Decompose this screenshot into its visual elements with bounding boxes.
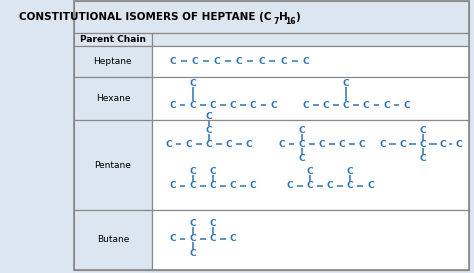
- Text: Parent Chain: Parent Chain: [80, 35, 146, 44]
- Text: C: C: [258, 57, 264, 66]
- Text: C: C: [250, 101, 256, 110]
- FancyBboxPatch shape: [73, 210, 152, 270]
- Text: Heptane: Heptane: [93, 57, 132, 66]
- FancyBboxPatch shape: [152, 210, 469, 270]
- Text: C: C: [206, 112, 212, 121]
- Text: C: C: [323, 101, 329, 110]
- Text: H: H: [279, 12, 287, 22]
- FancyBboxPatch shape: [152, 33, 469, 46]
- FancyBboxPatch shape: [73, 46, 152, 77]
- Text: C: C: [339, 140, 346, 149]
- Text: C: C: [191, 57, 198, 66]
- Text: C: C: [189, 249, 196, 258]
- Text: C: C: [347, 181, 354, 190]
- Text: C: C: [419, 154, 426, 163]
- Text: C: C: [270, 101, 277, 110]
- Text: C: C: [210, 219, 216, 228]
- Text: C: C: [226, 140, 232, 149]
- Text: Hexane: Hexane: [96, 94, 130, 103]
- Text: C: C: [299, 154, 305, 163]
- Text: 7: 7: [273, 17, 278, 26]
- Text: C: C: [250, 181, 256, 190]
- FancyBboxPatch shape: [152, 120, 469, 210]
- FancyBboxPatch shape: [73, 120, 152, 210]
- Text: C: C: [307, 181, 313, 190]
- Text: 16: 16: [285, 17, 296, 26]
- Text: C: C: [206, 126, 212, 135]
- Text: C: C: [165, 140, 172, 149]
- Text: Pentane: Pentane: [94, 161, 131, 170]
- Text: C: C: [327, 181, 333, 190]
- Text: C: C: [185, 140, 192, 149]
- Text: C: C: [230, 181, 237, 190]
- Text: C: C: [189, 79, 196, 88]
- Text: C: C: [169, 57, 176, 66]
- Text: C: C: [299, 140, 305, 149]
- Text: C: C: [280, 57, 287, 66]
- Text: C: C: [189, 167, 196, 176]
- FancyBboxPatch shape: [73, 33, 152, 46]
- Text: C: C: [379, 140, 386, 149]
- Text: C: C: [230, 101, 237, 110]
- Text: C: C: [246, 140, 253, 149]
- Text: C: C: [302, 57, 309, 66]
- Text: C: C: [299, 126, 305, 135]
- Text: C: C: [210, 181, 216, 190]
- Text: C: C: [419, 140, 426, 149]
- Text: C: C: [236, 57, 242, 66]
- Text: C: C: [455, 140, 462, 149]
- Text: C: C: [210, 234, 216, 243]
- Text: C: C: [307, 167, 313, 176]
- Text: C: C: [169, 234, 176, 243]
- Text: C: C: [169, 101, 176, 110]
- Text: CONSTITUTIONAL ISOMERS OF HEPTANE (C: CONSTITUTIONAL ISOMERS OF HEPTANE (C: [19, 12, 272, 22]
- Text: C: C: [367, 181, 374, 190]
- Text: C: C: [302, 101, 309, 110]
- FancyBboxPatch shape: [73, 77, 152, 120]
- Text: C: C: [343, 101, 349, 110]
- Text: C: C: [319, 140, 325, 149]
- Text: C: C: [343, 79, 349, 88]
- Text: C: C: [189, 219, 196, 228]
- Text: Butane: Butane: [97, 235, 129, 244]
- Text: C: C: [214, 57, 220, 66]
- Text: C: C: [206, 140, 212, 149]
- Text: C: C: [440, 140, 447, 149]
- Text: C: C: [359, 140, 365, 149]
- Text: C: C: [189, 234, 196, 243]
- Text: C: C: [347, 167, 354, 176]
- FancyBboxPatch shape: [152, 77, 469, 120]
- Text: C: C: [286, 181, 293, 190]
- Text: C: C: [403, 101, 410, 110]
- Text: C: C: [169, 181, 176, 190]
- FancyBboxPatch shape: [152, 46, 469, 77]
- Text: ): ): [295, 12, 300, 22]
- Text: C: C: [210, 167, 216, 176]
- FancyBboxPatch shape: [73, 1, 469, 33]
- Text: C: C: [230, 234, 237, 243]
- Text: C: C: [383, 101, 390, 110]
- Text: C: C: [363, 101, 370, 110]
- Text: C: C: [189, 181, 196, 190]
- Text: C: C: [278, 140, 285, 149]
- Text: C: C: [189, 101, 196, 110]
- Text: C: C: [210, 101, 216, 110]
- Text: C: C: [419, 126, 426, 135]
- Text: C: C: [399, 140, 406, 149]
